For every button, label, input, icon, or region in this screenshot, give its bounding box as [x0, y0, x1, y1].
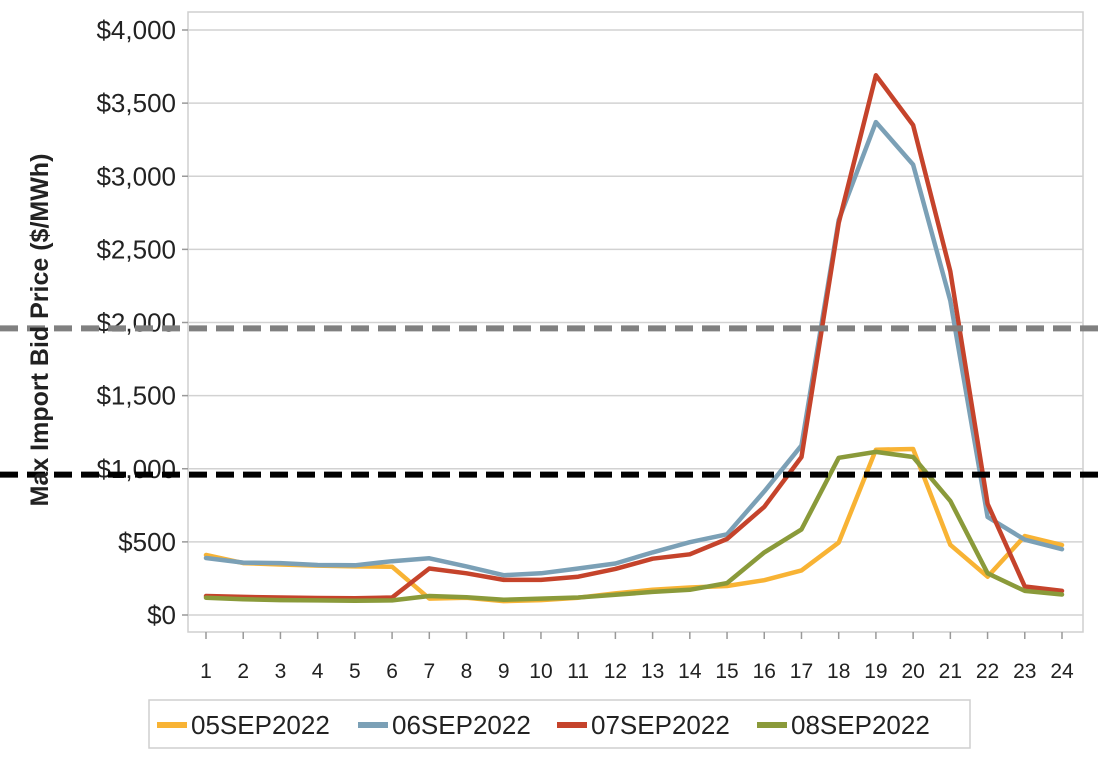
- axes: $0 $500 $1,000 $1,500 $2,000 $2,500 $3,000 $3,5…: [96, 15, 1074, 683]
- series-line-06SEP2022: [203, 119, 1065, 578]
- y-tick-label: $1,000: [96, 454, 176, 484]
- x-tick-label: 6: [386, 660, 398, 683]
- x-tick-label: 19: [864, 660, 887, 683]
- x-tick-label: 24: [1050, 660, 1074, 683]
- x-tick-label: 18: [827, 660, 850, 683]
- y-tick-label: $2,000: [96, 308, 176, 338]
- x-tick-label: 5: [349, 660, 361, 683]
- legend-label: 07SEP2022: [591, 710, 730, 740]
- y-tick-label: $0: [147, 600, 176, 630]
- x-tick-label: 11: [567, 660, 589, 683]
- x-tick-label: 15: [715, 660, 738, 683]
- x-tick-label: 3: [275, 660, 287, 683]
- series-lines: [203, 73, 1065, 604]
- x-tick-label: 10: [529, 660, 552, 683]
- series-line-08SEP2022: [203, 449, 1065, 603]
- x-tick-label: 8: [461, 660, 473, 683]
- x-tick-label: 7: [423, 660, 435, 683]
- x-tick-label: 20: [901, 660, 924, 683]
- x-tick-label: 14: [678, 660, 702, 683]
- x-tick-label: 16: [753, 660, 776, 683]
- y-tick-label: $2,500: [96, 234, 176, 264]
- series-line-07SEP2022: [203, 73, 1065, 601]
- y-tick-label: $4,000: [96, 15, 176, 45]
- x-tick-label: 9: [498, 660, 510, 683]
- legend-label: 06SEP2022: [392, 710, 531, 740]
- legend-label: 08SEP2022: [791, 710, 930, 740]
- x-tick-label: 4: [312, 660, 324, 683]
- y-tick-label: $1,500: [96, 381, 176, 411]
- y-tick-label: $500: [118, 527, 176, 557]
- x-tick-label: 22: [976, 660, 999, 683]
- y-tick-label: $3,500: [96, 88, 176, 118]
- legend: 05SEP2022 06SEP2022 07SEP2022 08SEP2022: [148, 699, 971, 749]
- x-tick-label: 1: [200, 660, 212, 683]
- x-tick-label: 23: [1013, 660, 1036, 683]
- x-tick-label: 17: [790, 660, 813, 683]
- reference-lines: [0, 325, 1107, 478]
- gridlines: [187, 11, 1084, 633]
- y-axis-label: Max Import Bid Price ($/MWh): [26, 154, 54, 507]
- x-tick-label: 12: [604, 660, 627, 683]
- legend-label: 05SEP2022: [191, 710, 330, 740]
- x-tick-label: 21: [939, 660, 962, 683]
- y-tick-label: $3,000: [96, 161, 176, 191]
- x-tick-label: 13: [641, 660, 664, 683]
- x-tick-label: 2: [237, 660, 249, 683]
